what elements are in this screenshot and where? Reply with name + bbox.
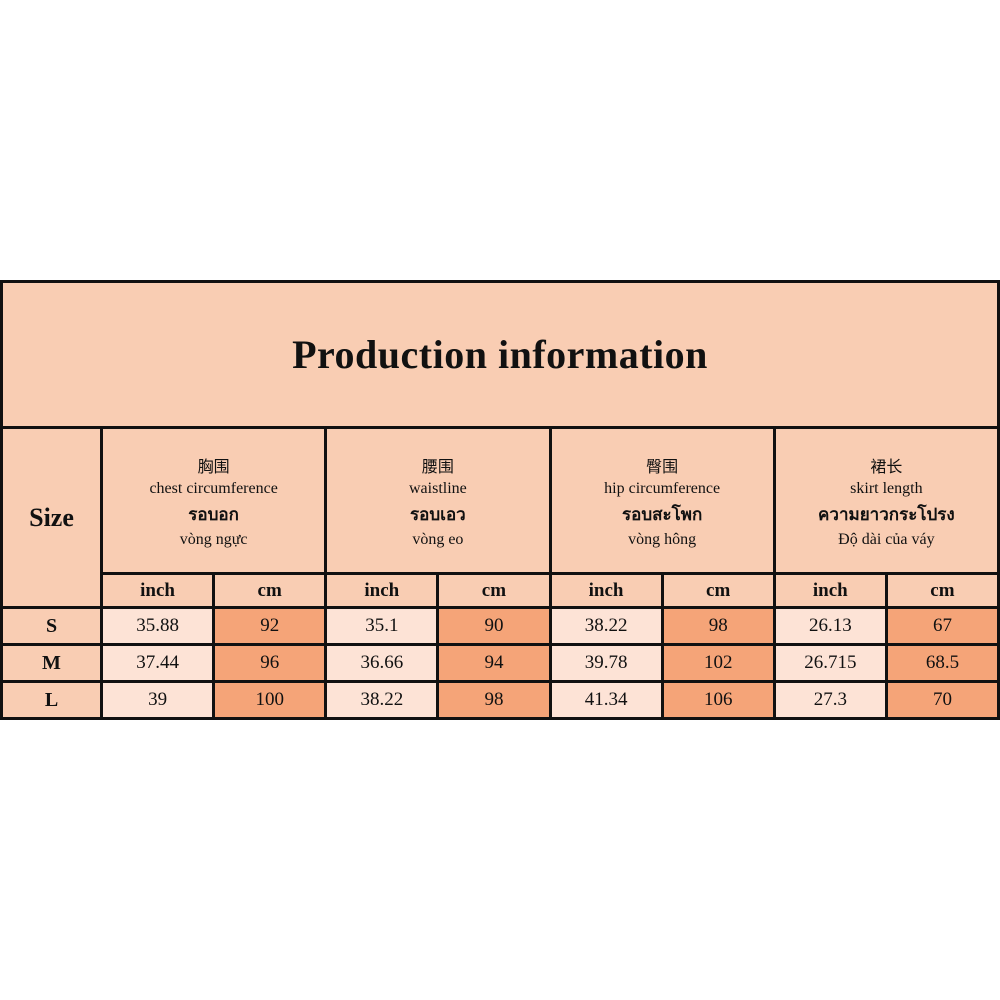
header-th: รอบอก <box>188 504 239 525</box>
header-en: waistline <box>408 479 467 497</box>
value-cell: 39 <box>103 683 213 717</box>
value-cell: 36.66 <box>327 646 437 680</box>
column-header: 臀围 hip circumference รอบสะโพก vòng hông <box>551 429 773 572</box>
value-cell: 38.22 <box>551 609 661 643</box>
value-cell: 70 <box>887 683 997 717</box>
unit-label: cm <box>887 575 997 606</box>
size-table: Production information Size 胸围 chest circ… <box>0 280 1000 720</box>
column-header: 胸围 chest circumference รอบอก vòng ngực <box>103 429 325 572</box>
value-cell: 96 <box>215 646 325 680</box>
value-cell: 38.22 <box>327 683 437 717</box>
header-vi: vòng eo <box>412 530 464 548</box>
header-th: รอบเอว <box>410 504 466 525</box>
value-cell: 37.44 <box>103 646 213 680</box>
value-cell: 106 <box>663 683 773 717</box>
unit-label: cm <box>663 575 773 606</box>
value-cell: 98 <box>439 683 549 717</box>
header-en: chest circumference <box>149 479 278 497</box>
value-cell: 98 <box>663 609 773 643</box>
unit-label: cm <box>439 575 549 606</box>
value-cell: 27.3 <box>775 683 885 717</box>
value-cell: 35.88 <box>103 609 213 643</box>
value-cell: 94 <box>439 646 549 680</box>
size-header: Size <box>3 429 100 606</box>
header-zh: 裙长 <box>870 458 903 476</box>
size-cell: M <box>3 646 100 680</box>
value-cell: 26.13 <box>775 609 885 643</box>
header-th: ความยาวกระโปรง <box>818 504 955 525</box>
size-cell: S <box>3 609 100 643</box>
header-th: รอบสะโพก <box>621 504 703 525</box>
value-cell: 35.1 <box>327 609 437 643</box>
header-zh: 臀围 <box>646 458 679 476</box>
value-cell: 67 <box>887 609 997 643</box>
header-zh: 腰围 <box>421 458 454 476</box>
size-cell: L <box>3 683 100 717</box>
unit-label: cm <box>215 575 325 606</box>
value-cell: 92 <box>215 609 325 643</box>
header-en: hip circumference <box>604 479 721 497</box>
table-title: Production information <box>3 283 997 426</box>
header-vi: Độ dài của váy <box>838 530 935 548</box>
unit-label: inch <box>551 575 661 606</box>
header-vi: vòng hông <box>628 530 697 548</box>
unit-label: inch <box>327 575 437 606</box>
value-cell: 26.715 <box>775 646 885 680</box>
value-cell: 90 <box>439 609 549 643</box>
unit-label: inch <box>775 575 885 606</box>
header-en: skirt length <box>850 479 923 497</box>
column-header: 裙长 skirt length ความยาวกระโปรง Độ dài của v… <box>775 429 997 572</box>
column-header: 腰围 waistline รอบเอว vòng eo <box>327 429 549 572</box>
value-cell: 102 <box>663 646 773 680</box>
value-cell: 68.5 <box>887 646 997 680</box>
header-zh: 胸围 <box>197 458 230 476</box>
value-cell: 100 <box>215 683 325 717</box>
unit-label: inch <box>103 575 213 606</box>
header-vi: vòng ngực <box>179 530 248 548</box>
value-cell: 41.34 <box>551 683 661 717</box>
value-cell: 39.78 <box>551 646 661 680</box>
